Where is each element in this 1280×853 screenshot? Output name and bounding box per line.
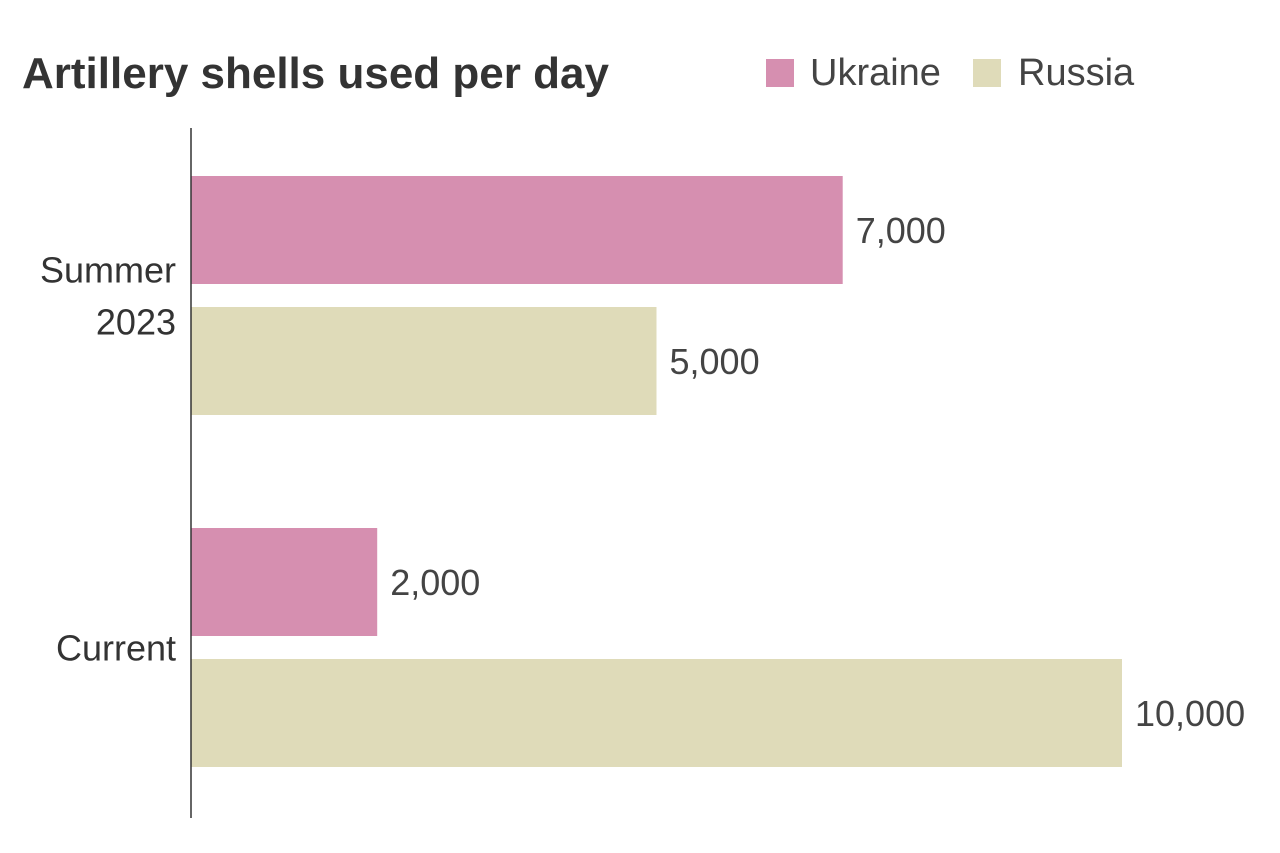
legend-label-russia: Russia xyxy=(1018,52,1135,94)
legend-label-ukraine: Ukraine xyxy=(810,52,941,94)
value-label-russia-1: 10,000 xyxy=(1135,693,1245,734)
category-label-0-line-1: 2023 xyxy=(96,302,176,343)
bars-group xyxy=(191,176,1122,767)
value-label-ukraine-0: 7,000 xyxy=(856,210,946,251)
category-label-0-line-0: Summer xyxy=(40,250,176,291)
chart-title: Artillery shells used per day xyxy=(22,49,609,98)
bar-ukraine-1 xyxy=(191,528,378,636)
legend: Ukraine Russia xyxy=(766,52,1135,94)
bar-ukraine-0 xyxy=(191,176,843,284)
value-label-russia-0: 5,000 xyxy=(670,341,760,382)
category-labels-group: Summer 2023 Current xyxy=(40,250,176,669)
bar-russia-0 xyxy=(191,307,657,415)
value-labels-group: 7,000 2,000 5,000 10,000 xyxy=(390,210,1245,734)
bar-russia-1 xyxy=(191,659,1122,767)
value-label-ukraine-1: 2,000 xyxy=(390,562,480,603)
legend-swatch-ukraine xyxy=(766,59,794,87)
legend-swatch-russia xyxy=(973,59,1001,87)
category-label-1-line-0: Current xyxy=(56,628,176,669)
